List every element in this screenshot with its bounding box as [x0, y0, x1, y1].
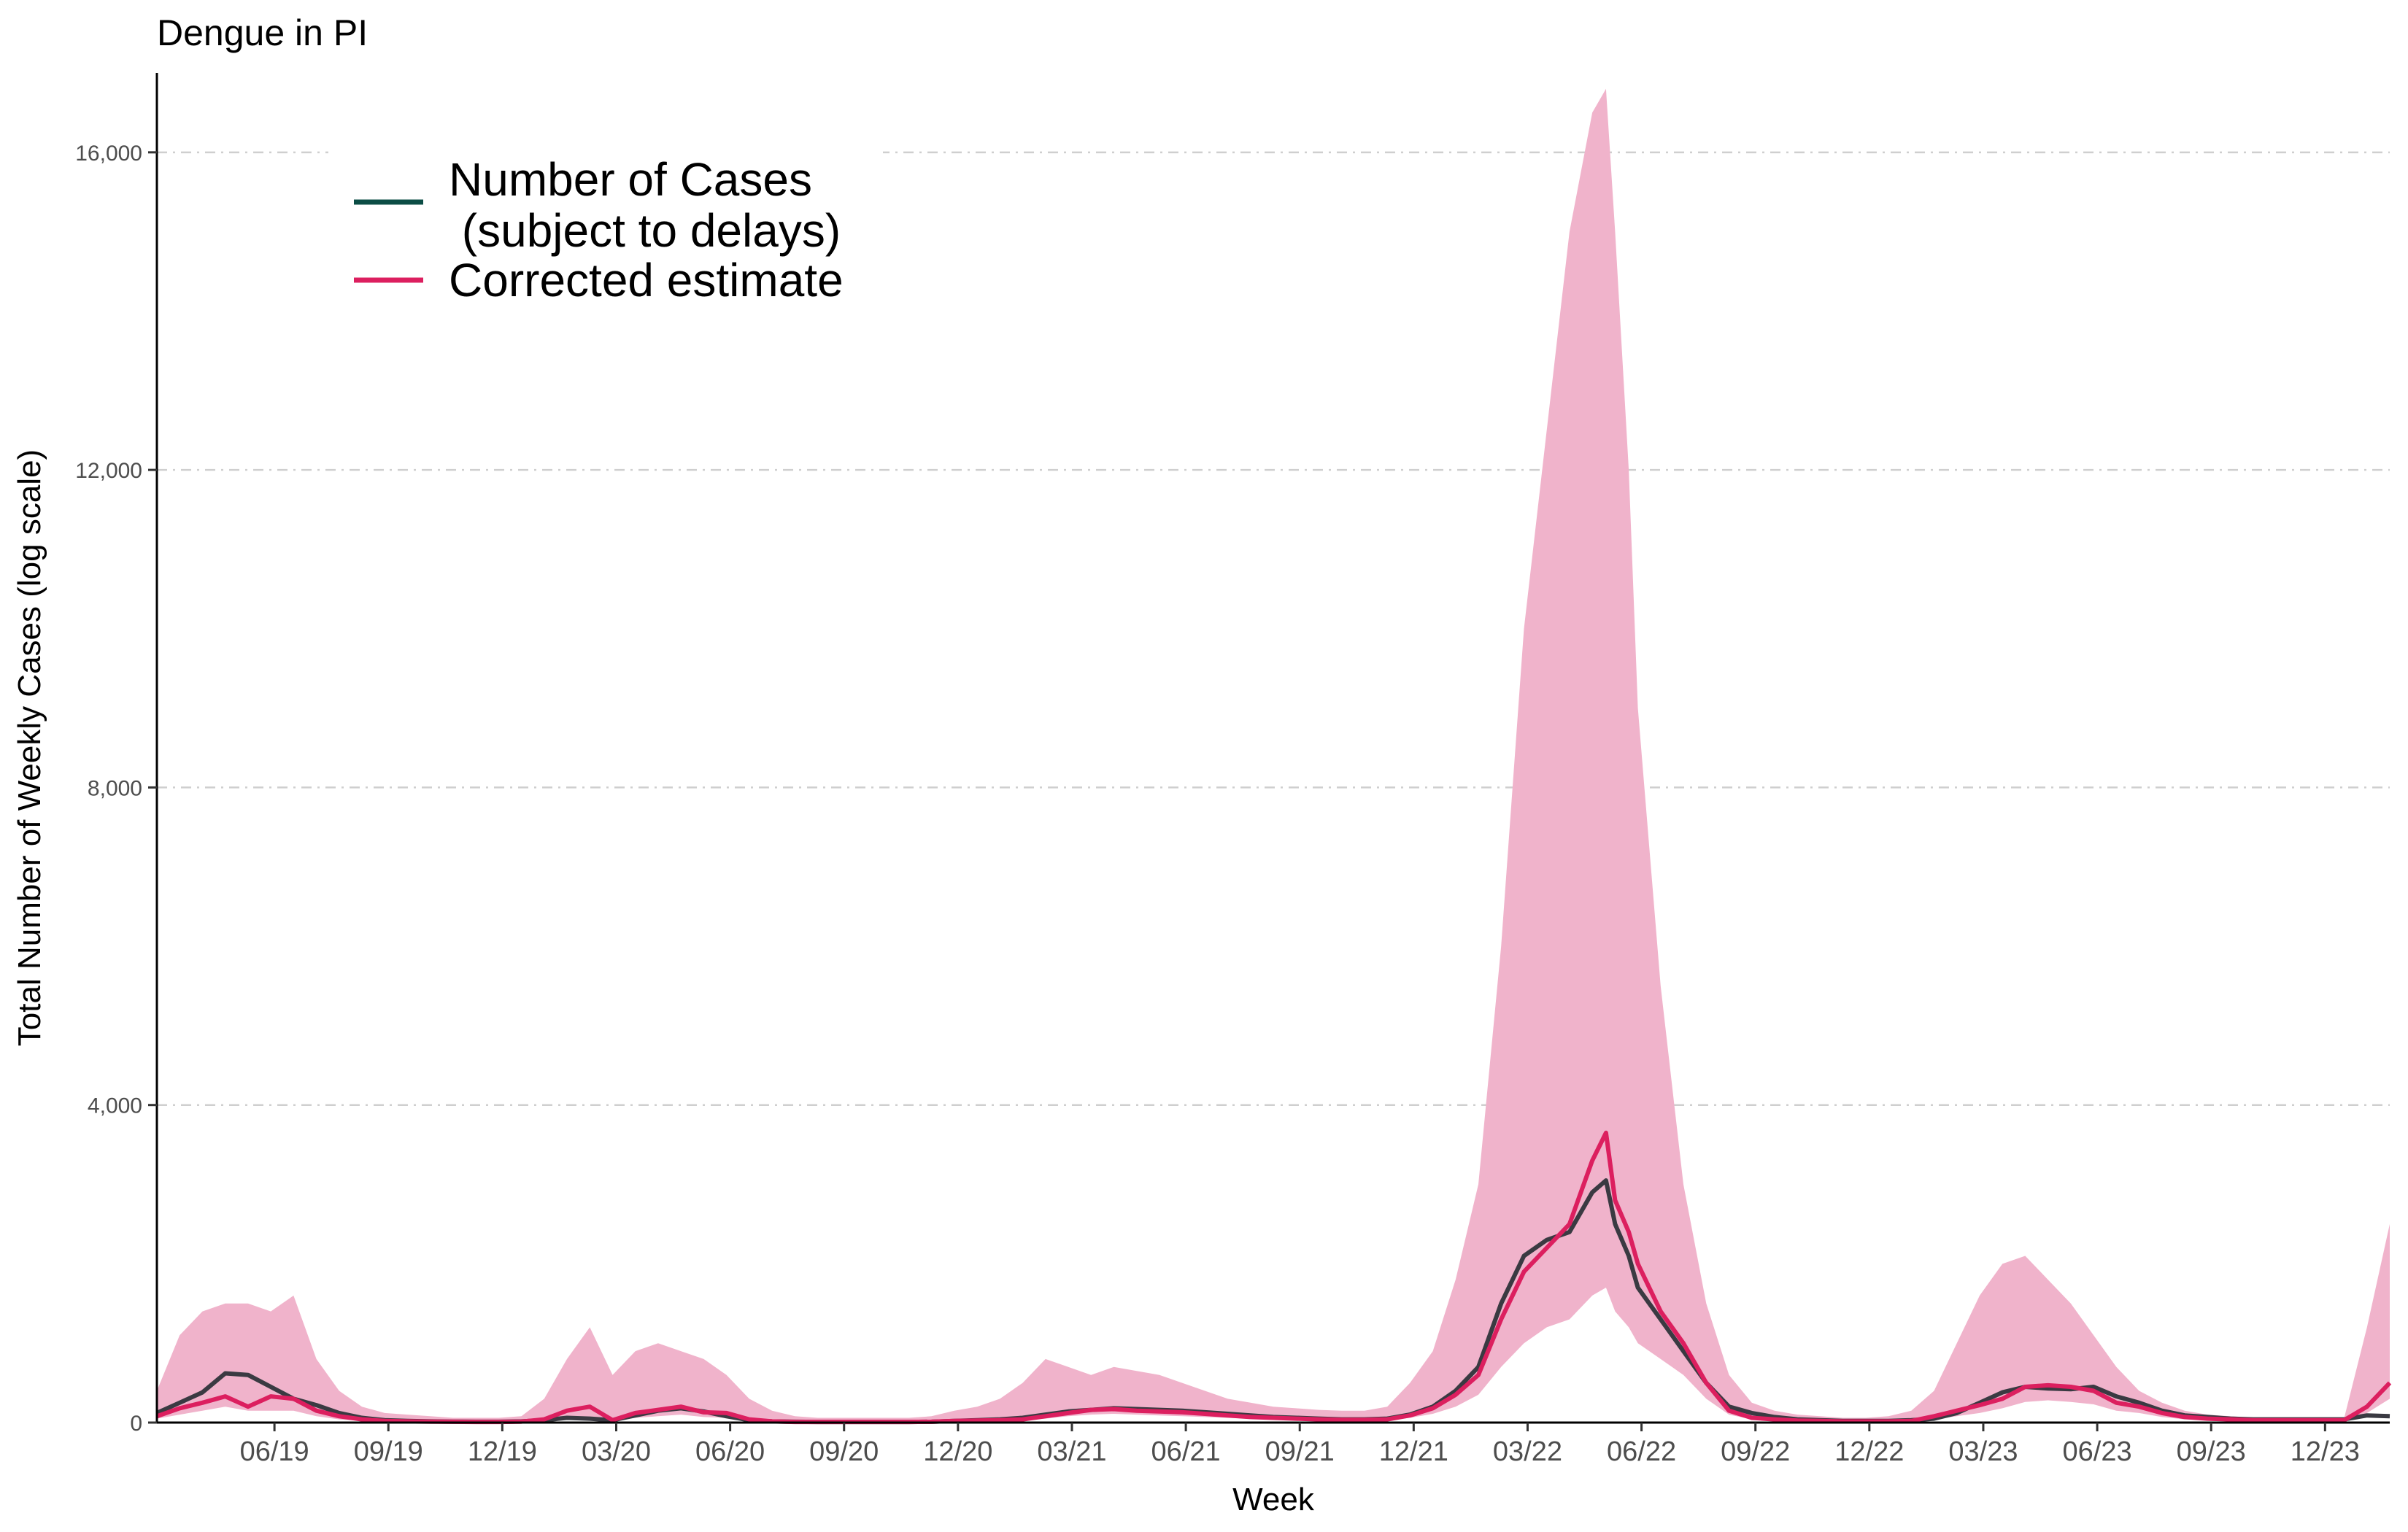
x-tick-label: 06/23 [2063, 1436, 2132, 1467]
x-tick-label: 06/20 [695, 1436, 765, 1467]
x-tick-label: 12/20 [923, 1436, 992, 1467]
legend-label-line: Number of Cases [449, 153, 812, 206]
x-tick-label: 06/19 [240, 1436, 309, 1467]
x-axis-ticks: 06/19 09/19 12/19 03/20 06/20 09/20 12/20 03/21… [240, 1423, 2360, 1467]
grid-lines [157, 151, 2390, 1106]
legend-background [328, 139, 883, 321]
legend-label-line: (subject to delays) [449, 204, 841, 257]
chart-title: Dengue in PI [157, 12, 368, 53]
x-tick-label: 12/22 [1834, 1436, 1904, 1467]
x-tick-label: 12/21 [1379, 1436, 1448, 1467]
legend-label-number-of-cases: Number of Cases (subject to delays) [449, 153, 841, 257]
x-tick-label: 03/20 [582, 1436, 651, 1467]
y-axis-title: Total Number of Weekly Cases (log scale) [12, 449, 47, 1046]
x-tick-label: 09/23 [2177, 1436, 2246, 1467]
y-tick-label: 12,000 [75, 459, 142, 483]
x-tick-label: 03/23 [1948, 1436, 2018, 1467]
legend-label-corrected-estimate: Corrected estimate [449, 254, 844, 306]
x-tick-label: 09/22 [1721, 1436, 1790, 1467]
x-tick-label: 12/19 [468, 1436, 537, 1467]
series-line-corrected-estimate [156, 1130, 2392, 1425]
x-tick-label: 03/22 [1493, 1436, 1562, 1467]
legend: Number of Cases (subject to delays) Corr… [328, 139, 883, 321]
y-axis-ticks: 0 4,000 8,000 12,000 16,000 [75, 142, 157, 1436]
series-lines-layer [155, 1130, 2392, 1425]
y-tick-label: 16,000 [75, 142, 142, 166]
x-tick-label: 09/19 [354, 1436, 423, 1467]
x-tick-label: 03/21 [1037, 1436, 1106, 1467]
x-tick-label: 12/23 [2291, 1436, 2360, 1467]
x-tick-label: 06/22 [1607, 1436, 1676, 1467]
y-tick-label: 4,000 [88, 1094, 142, 1118]
y-tick-label: 8,000 [88, 776, 142, 800]
x-axis-title: Week [1232, 1482, 1315, 1517]
x-tick-label: 09/21 [1265, 1436, 1335, 1467]
x-tick-label: 06/21 [1151, 1436, 1221, 1467]
y-tick-label: 0 [130, 1412, 142, 1436]
x-tick-label: 09/20 [809, 1436, 879, 1467]
